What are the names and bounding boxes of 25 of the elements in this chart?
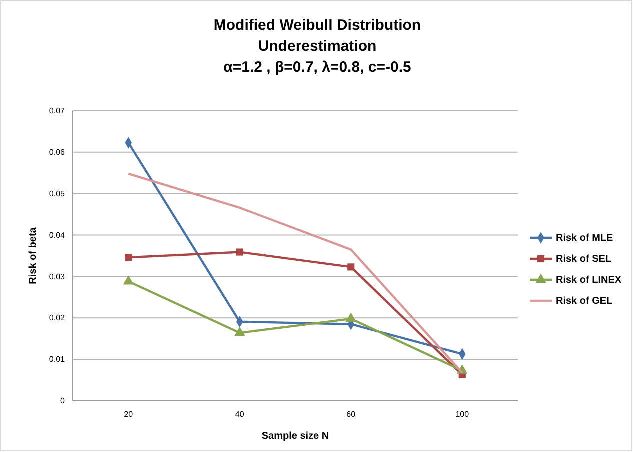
y-tick-label: 0.06 <box>49 148 66 157</box>
point <box>123 275 134 285</box>
y-tick-label: 0.01 <box>49 355 66 364</box>
point <box>348 264 355 271</box>
x-tick-label: 60 <box>346 410 356 419</box>
y-tick-label: 0.02 <box>49 314 66 323</box>
legend-label: Risk of GEL <box>556 296 613 308</box>
x-tick-label: 100 <box>456 410 470 419</box>
legend-label: Risk of LINEX <box>556 275 622 286</box>
point <box>236 248 244 256</box>
point <box>125 254 132 262</box>
y-tick-label: 0.03 <box>49 272 66 282</box>
x-axis-title: Sample size N <box>262 431 330 442</box>
y-tick-label: 0 <box>60 396 66 406</box>
point <box>346 312 356 322</box>
y-tick-label: 0.04 <box>49 230 66 240</box>
x-tick-label: 40 <box>235 410 245 419</box>
legend-label: Risk of MLE <box>556 233 614 244</box>
chart-title: Modified Weibull Distribution Underestimation α=1.2 , β=0.7, λ=0.8, c=-0.5 <box>214 17 422 76</box>
x-tick-label: 20 <box>124 410 134 419</box>
y-tick-label: 0.05 <box>49 189 66 198</box>
y-tick-label: 0.07 <box>49 106 66 116</box>
point <box>234 326 246 336</box>
y-axis-title: Risk of beta <box>28 227 39 284</box>
legend-label: Risk of SEL <box>556 254 612 266</box>
